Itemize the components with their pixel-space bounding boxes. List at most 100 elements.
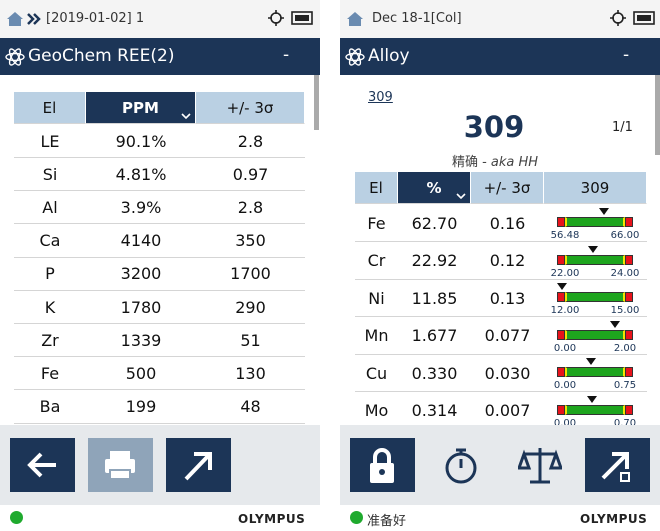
table-cell: Fe <box>355 205 398 242</box>
footer: 准备好 OLYMPUS <box>340 505 660 531</box>
table-cell: 0.007 <box>471 393 544 426</box>
column-header[interactable]: 309 <box>544 172 647 204</box>
table-cell: K <box>14 291 86 324</box>
back-button[interactable] <box>10 438 75 492</box>
grade-min: 0.00 <box>553 342 577 354</box>
column-header[interactable]: El <box>14 92 86 124</box>
status-text: [2019-01-02] 1 <box>46 11 145 26</box>
title-action[interactable]: - <box>283 45 290 65</box>
title-bar: GeoChem REE(2) - <box>0 38 320 75</box>
grade-min: 56.48 <box>550 230 580 241</box>
home-icon <box>347 12 363 26</box>
grade-min: 22.00 <box>550 267 580 279</box>
grade-min: 0.00 <box>553 380 577 391</box>
grade-bar-high <box>625 217 633 227</box>
title: GeoChem REE(2) <box>28 46 175 66</box>
grade-cell <box>544 243 647 280</box>
grade-marker <box>557 283 567 290</box>
grade-bar-low <box>557 254 565 265</box>
table-cell: 0.97 <box>196 158 305 192</box>
grade-max: 66.00 <box>610 230 640 241</box>
table-cell: 4140 <box>86 225 196 258</box>
lock-button[interactable] <box>350 438 415 492</box>
table-cell: 1339 <box>86 324 196 358</box>
table-cell: 350 <box>196 225 305 258</box>
table-cell: 0.330 <box>398 355 471 392</box>
table-cell: 90.1% <box>86 125 196 158</box>
table-cell: 3200 <box>86 258 196 291</box>
table-cell: 0.314 <box>398 393 471 426</box>
grade-bar-high <box>625 367 633 377</box>
table-cell: 2.8 <box>196 191 305 225</box>
scale-button[interactable] <box>518 444 562 486</box>
export-button[interactable] <box>166 438 231 492</box>
table-cell: 130 <box>196 357 305 391</box>
scrollbar[interactable] <box>655 75 660 155</box>
title-bar: Alloy - <box>340 38 660 75</box>
table-cell: 48 <box>196 391 305 424</box>
match-link[interactable]: 309 <box>368 90 393 105</box>
grade-max: 0.75 <box>613 380 637 391</box>
ready-status: 准备好 <box>367 514 407 529</box>
table-cell: 2.8 <box>196 125 305 158</box>
table-cell: Ba <box>14 391 86 424</box>
grade-max: 15.00 <box>610 305 640 316</box>
brand: OLYMPUS <box>580 512 648 526</box>
grade-bar <box>565 217 625 227</box>
status-bar: [2019-01-02] 1 <box>0 0 320 38</box>
table-cell: 11.85 <box>398 280 471 317</box>
grade-bar-high <box>625 292 633 302</box>
timer-button[interactable] <box>440 444 482 486</box>
column-header[interactable]: +/- 3σ <box>196 92 305 124</box>
table-cell: Cu <box>355 355 398 392</box>
grade-bar-low <box>557 292 565 302</box>
grade-min: 12.00 <box>550 305 580 316</box>
column-header[interactable]: El <box>355 172 398 204</box>
grade-bar-high <box>625 404 633 415</box>
title-action[interactable]: - <box>623 45 630 65</box>
table-cell: Cr <box>355 243 398 280</box>
table-cell: 500 <box>86 357 196 391</box>
table-cell: LE <box>14 125 86 158</box>
table-cell: 0.030 <box>471 355 544 392</box>
scrollbar[interactable] <box>314 75 319 130</box>
atom-icon <box>5 48 25 66</box>
grade-min: 0.00 <box>553 417 577 426</box>
grade-cell <box>544 355 647 392</box>
grade-cell <box>544 205 647 242</box>
grade-bar-low <box>557 367 565 377</box>
quality: 精确 - <box>451 155 487 170</box>
table-cell: 0.12 <box>471 243 544 280</box>
table-cell: P <box>14 258 86 291</box>
table-cell: Mo <box>355 393 398 426</box>
grade-marker <box>610 320 621 328</box>
footer: OLYMPUS <box>0 505 320 531</box>
table-cell: 3.9% <box>86 191 196 225</box>
column-header[interactable]: % <box>398 172 471 204</box>
column-header[interactable]: +/- 3σ <box>471 172 544 204</box>
print-button[interactable] <box>88 438 153 492</box>
table-cell: 1700 <box>196 258 305 291</box>
table-cell: 1780 <box>86 291 196 324</box>
table-cell: 0.077 <box>471 318 544 355</box>
title: Alloy <box>368 46 410 66</box>
table-cell: Si <box>14 158 86 192</box>
export-button[interactable] <box>585 438 650 492</box>
column-header[interactable]: PPM <box>86 92 196 124</box>
table-cell: 199 <box>86 391 196 424</box>
grade-max: 24.00 <box>610 267 640 279</box>
table-cell: 4.81% <box>86 158 196 192</box>
grade-bar-high <box>625 329 633 340</box>
table-cell: 22.92 <box>398 243 471 280</box>
match-name: 309 <box>463 110 525 144</box>
grade-bar <box>565 367 625 377</box>
nav-icons <box>7 12 41 26</box>
table-cell: Ca <box>14 225 86 258</box>
grade-bar-high <box>625 254 633 265</box>
grade-bar-low <box>557 329 565 340</box>
grade-marker <box>599 208 610 215</box>
table-cell: 0.16 <box>471 205 544 242</box>
table-cell: Ni <box>355 280 398 317</box>
table-cell: Fe <box>14 357 86 391</box>
